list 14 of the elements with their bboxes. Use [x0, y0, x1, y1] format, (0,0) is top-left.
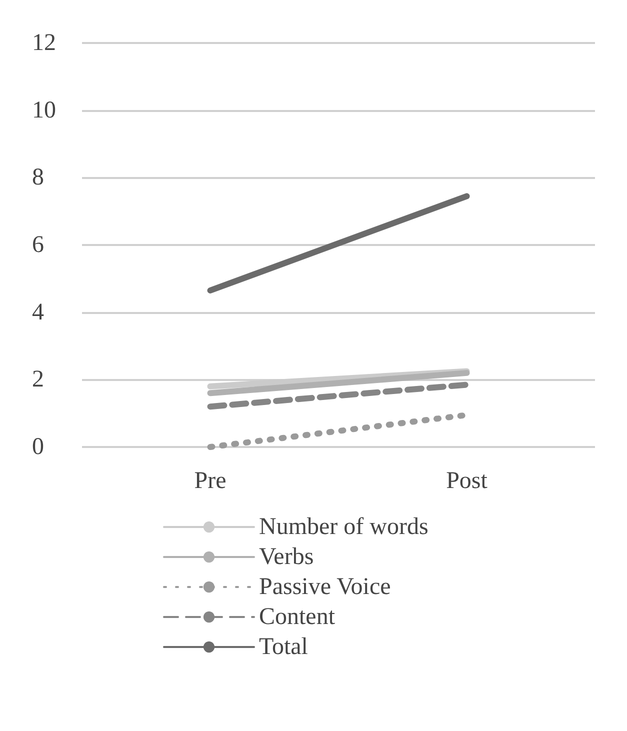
legend-label: Number of words	[259, 514, 428, 540]
x-tick-label: Pre	[194, 468, 226, 494]
y-tick-label: 6	[32, 232, 44, 258]
y-tick-label: 0	[32, 434, 44, 460]
legend-label: Passive Voice	[259, 574, 391, 600]
y-tick-label: 2	[32, 366, 44, 393]
legend-label: Verbs	[259, 544, 314, 570]
y-tick-label: 4	[32, 299, 44, 326]
x-tick-label: Post	[446, 468, 488, 494]
y-tick-label: 12	[32, 30, 56, 56]
legend-label: Total	[259, 634, 308, 660]
legend-label: Content	[259, 604, 336, 630]
y-tick-label: 10	[32, 97, 56, 124]
y-tick-label: 8	[32, 164, 44, 191]
